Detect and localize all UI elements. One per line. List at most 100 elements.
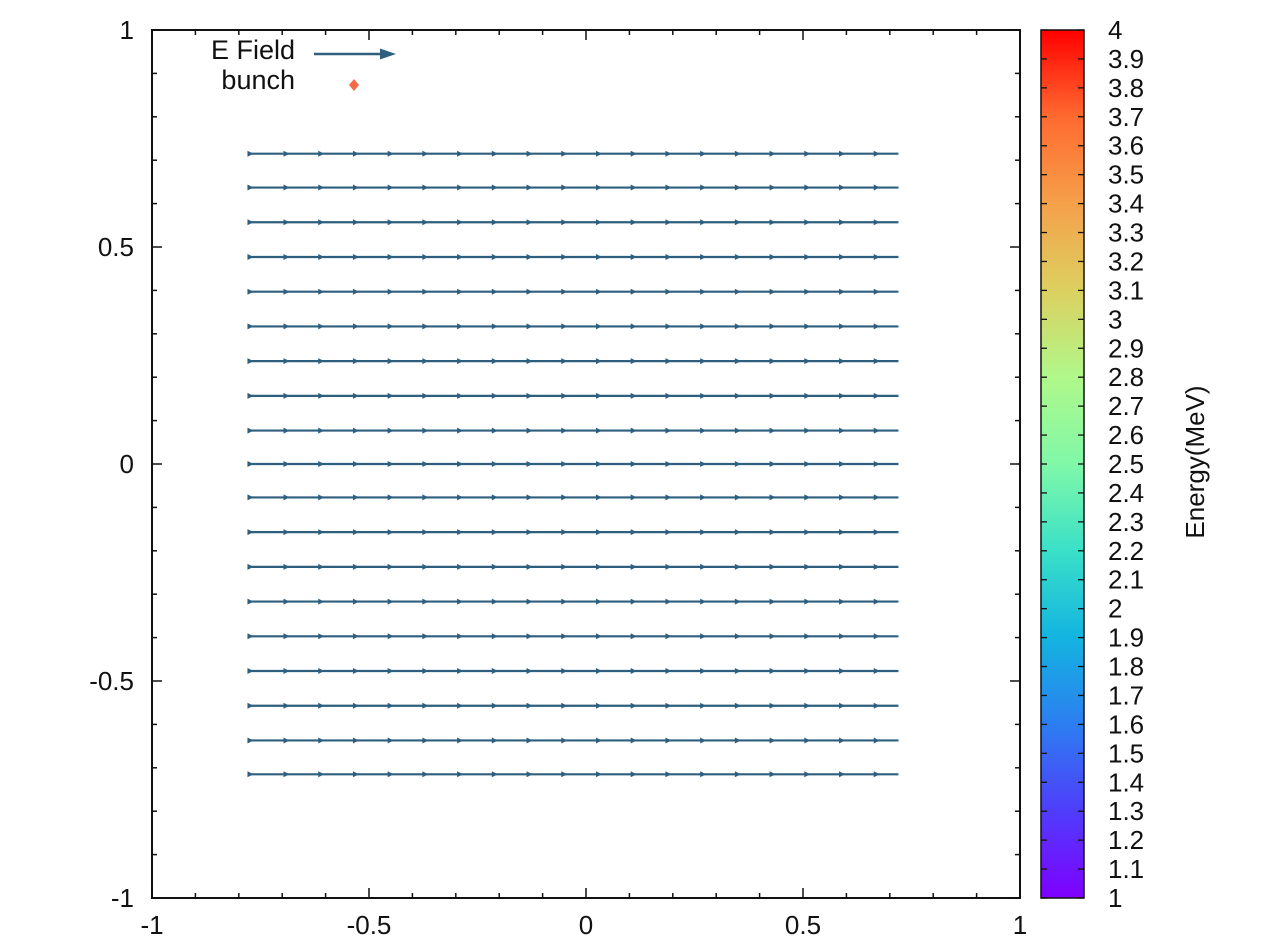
- e-field-arrow: [769, 219, 776, 226]
- e-field-arrow: [769, 392, 776, 399]
- colorbar-tick-label: 2.3: [1108, 507, 1144, 537]
- e-field-arrow: [526, 392, 533, 399]
- e-field-arrow: [839, 737, 846, 744]
- e-field-arrow: [561, 598, 568, 605]
- e-field-arrow: [700, 494, 707, 501]
- e-field-arrow: [804, 323, 811, 330]
- colorbar-tick-label: 1.2: [1108, 825, 1144, 855]
- e-field-arrow: [526, 288, 533, 295]
- e-field-arrow: [873, 737, 880, 744]
- y-tick-label: 1: [120, 15, 134, 45]
- e-field-arrow: [665, 563, 672, 570]
- e-field-arrow: [457, 598, 464, 605]
- e-field-arrow: [457, 392, 464, 399]
- x-tick-labels: -1 -0.5 0 0.5 1: [140, 910, 1027, 936]
- e-field-arrow: [561, 529, 568, 536]
- e-field-arrow: [873, 323, 880, 330]
- e-field-arrow: [491, 598, 498, 605]
- e-field-arrow: [491, 563, 498, 570]
- e-field-arrow: [247, 392, 254, 399]
- e-field-arrow: [769, 288, 776, 295]
- e-field-arrow: [700, 668, 707, 675]
- e-field-arrow: [352, 150, 359, 157]
- e-field-arrow: [283, 323, 290, 330]
- e-field-arrow: [873, 219, 880, 226]
- e-field-arrow: [839, 253, 846, 260]
- x-tick-label: -0.5: [347, 910, 392, 936]
- e-field-arrow: [839, 184, 846, 191]
- colorbar-tick-label: 3.9: [1108, 44, 1144, 74]
- x-tick-label: -1: [140, 910, 163, 936]
- e-field-arrow: [734, 288, 741, 295]
- e-field-arrow: [491, 494, 498, 501]
- e-field-arrow: [561, 253, 568, 260]
- e-field-arrow: [283, 253, 290, 260]
- e-field-arrow: [457, 358, 464, 365]
- e-field-arrow: [769, 323, 776, 330]
- colorbar-tick-label: 2.6: [1108, 420, 1144, 450]
- e-field-arrow: [873, 529, 880, 536]
- colorbar-tick-labels: 11.11.21.31.41.51.61.71.81.922.12.22.32.…: [1108, 15, 1144, 913]
- e-field-arrow: [700, 702, 707, 709]
- e-field-arrow: [387, 668, 394, 675]
- e-field-arrow: [283, 427, 290, 434]
- e-field-arrow: [873, 392, 880, 399]
- e-field-arrow: [804, 668, 811, 675]
- e-field-layer: [247, 150, 899, 778]
- e-field-arrow: [700, 598, 707, 605]
- e-field-arrow: [352, 737, 359, 744]
- e-field-arrow: [595, 184, 602, 191]
- e-field-arrow: [283, 494, 290, 501]
- e-field-arrow: [769, 184, 776, 191]
- e-field-arrow: [352, 288, 359, 295]
- e-field-row: [247, 392, 899, 399]
- e-field-arrow: [283, 150, 290, 157]
- e-field-arrow: [734, 219, 741, 226]
- e-field-row: [247, 427, 899, 434]
- e-field-arrow: [839, 494, 846, 501]
- e-field-arrow: [283, 358, 290, 365]
- e-field-arrow: [873, 494, 880, 501]
- e-field-arrow: [595, 529, 602, 536]
- e-field-arrow: [318, 219, 325, 226]
- e-field-arrow: [387, 150, 394, 157]
- e-field-arrow: [422, 288, 429, 295]
- e-field-arrow: [283, 702, 290, 709]
- e-field-row: [247, 668, 899, 675]
- e-field-arrow: [283, 737, 290, 744]
- e-field-arrow: [247, 150, 254, 157]
- e-field-arrow: [526, 598, 533, 605]
- e-field-arrow: [734, 427, 741, 434]
- e-field-arrow: [387, 184, 394, 191]
- e-field-arrow: [422, 563, 429, 570]
- e-field-arrow: [387, 461, 394, 467]
- e-field-arrow: [734, 461, 741, 467]
- colorbar-tick-label: 1.6: [1108, 709, 1144, 739]
- e-field-row: [247, 184, 899, 191]
- e-field-arrow: [804, 633, 811, 640]
- e-field-arrow: [387, 288, 394, 295]
- e-field-arrow: [352, 702, 359, 709]
- e-field-arrow: [457, 563, 464, 570]
- e-field-arrow: [491, 702, 498, 709]
- e-field-arrow: [526, 358, 533, 365]
- e-field-arrow: [283, 668, 290, 675]
- e-field-arrow: [318, 184, 325, 191]
- e-field-arrow: [665, 219, 672, 226]
- e-field-arrow: [630, 392, 637, 399]
- e-field-arrow: [491, 323, 498, 330]
- e-field-arrow: [665, 771, 672, 778]
- e-field-arrow: [595, 392, 602, 399]
- e-field-arrow: [665, 633, 672, 640]
- e-field-arrow: [526, 427, 533, 434]
- e-field-arrow: [318, 633, 325, 640]
- e-field-arrow: [769, 427, 776, 434]
- colorbar-tick-label: 1.1: [1108, 854, 1144, 884]
- e-field-arrow: [873, 150, 880, 157]
- axis-ticks: [151, 29, 1021, 899]
- colorbar-tick-label: 1.4: [1108, 767, 1144, 797]
- colorbar-tick-label: 3.1: [1108, 275, 1144, 305]
- e-field-row: [247, 771, 899, 778]
- e-field-arrow: [422, 702, 429, 709]
- e-field-arrow: [422, 598, 429, 605]
